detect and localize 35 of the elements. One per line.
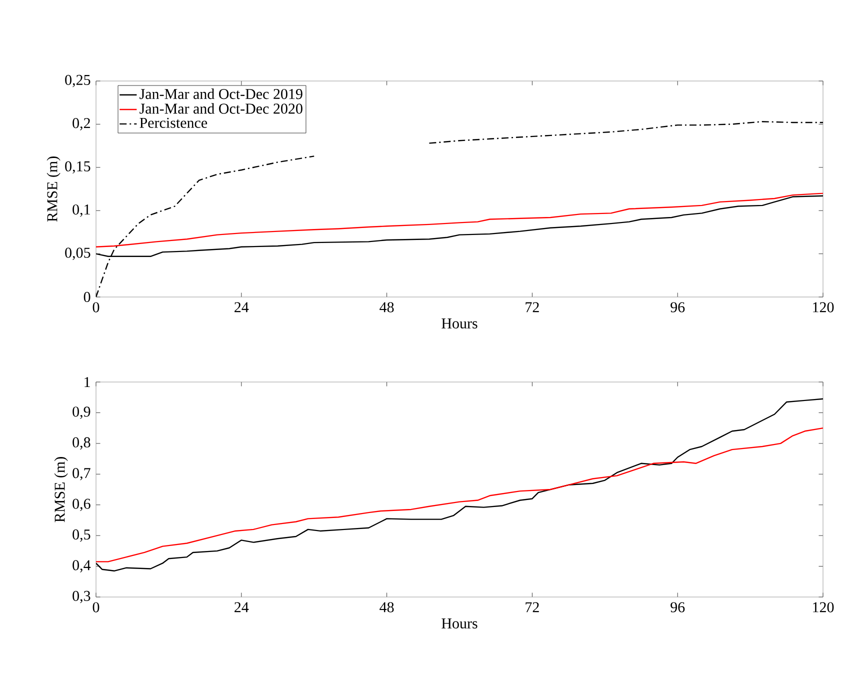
y-tick-label: 0,15: [65, 161, 90, 174]
y-tick-label: 1: [84, 377, 90, 387]
x-tick-label: 120: [813, 602, 834, 612]
legend-label: Percistence: [140, 118, 208, 128]
y-tick-label: 0,5: [72, 529, 90, 542]
x-axis-title: Hours: [442, 618, 478, 628]
y-tick-label: 0,6: [72, 498, 90, 511]
x-tick-label: 96: [670, 302, 685, 312]
x-tick-label: 72: [526, 302, 539, 312]
x-tick-label: 24: [234, 302, 249, 312]
y-tick-label: 0,25: [65, 74, 90, 88]
y-tick-label: 0,8: [72, 437, 90, 450]
x-tick-label: 96: [670, 602, 685, 612]
legend-label: Jan-Mar and Oct-Dec 2019: [140, 88, 302, 100]
y-tick-label: 0,3: [72, 590, 90, 604]
x-tick-label: 48: [380, 602, 394, 612]
y-axis-title: RMSE (m): [46, 156, 60, 222]
x-tick-label: 0: [92, 602, 100, 612]
y-tick-label: 0,7: [72, 468, 90, 480]
x-tick-label: 72: [526, 602, 539, 612]
x-axis-title: Hours: [442, 318, 478, 328]
legend-label: Jan-Mar and Oct-Dec 2020: [140, 103, 302, 114]
line-series: [96, 427, 824, 562]
line-series: [96, 398, 824, 572]
y-tick-label: 0,9: [72, 406, 90, 419]
y-tick-label: 0,4: [72, 560, 91, 572]
y-tick-label: 0,05: [65, 248, 90, 260]
y-tick-label: 0,2: [72, 118, 90, 130]
y-axis-title: RMSE (m): [54, 457, 68, 522]
y-tick-label: 0: [84, 292, 90, 302]
y-tick-label: 0,1: [72, 204, 90, 217]
x-tick-label: 24: [234, 602, 249, 612]
x-tick-label: 0: [92, 302, 100, 312]
x-tick-label: 120: [813, 302, 834, 312]
x-tick-label: 48: [380, 302, 394, 312]
